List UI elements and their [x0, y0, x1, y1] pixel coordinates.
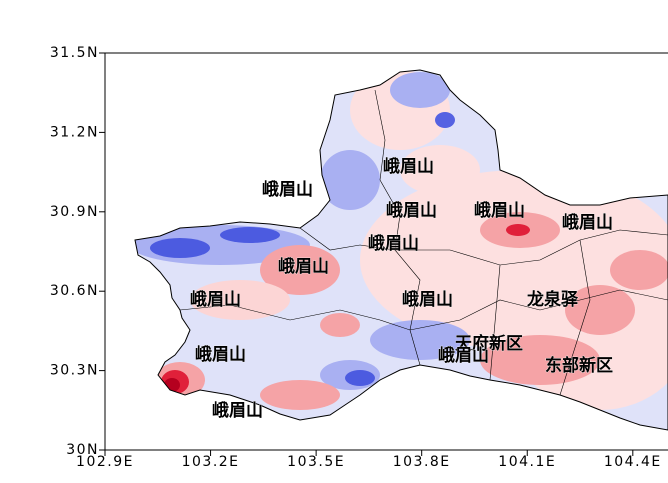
place-label: 峨眉山 [212, 401, 263, 421]
y-tick-label: 30.3N [50, 363, 99, 379]
y-tick-label: 30.6N [50, 283, 99, 299]
district-boundaries [179, 89, 668, 396]
y-tick-label: 30.9N [50, 204, 99, 220]
place-label: 峨眉山 [402, 290, 453, 310]
y-tick-label: 30N [66, 442, 99, 458]
x-tick-label: 103.2E [182, 454, 240, 470]
place-label: 峨眉山 [262, 180, 313, 200]
plot-frame [104, 52, 668, 451]
x-tick-label: 103.5E [287, 454, 345, 470]
place-label: 天府新区 [455, 333, 523, 354]
place-label: 东部新区 [545, 355, 613, 376]
x-tick-label: 102.9E [76, 454, 134, 470]
x-tick-label: 104.4E [604, 454, 662, 470]
place-label: 峨眉山 [368, 234, 419, 254]
place-label: 峨眉山 [278, 257, 329, 277]
x-tick-label: 103.8E [393, 454, 451, 470]
place-label: 峨眉山 [383, 157, 434, 177]
x-tick-label: 104.1E [498, 454, 556, 470]
place-label: 峨眉山 [562, 213, 613, 233]
place-label: 峨眉山 [438, 346, 489, 366]
y-tick-label: 31.2N [50, 124, 99, 140]
y-tick-label: 31.5N [50, 45, 99, 61]
place-label: 龙泉驿 [526, 289, 579, 310]
region-boundary [134, 69, 668, 431]
place-label: 峨眉山 [190, 290, 241, 310]
place-label: 峨眉山 [386, 201, 437, 221]
place-label: 峨眉山 [474, 201, 525, 221]
place-label: 峨眉山 [195, 345, 246, 365]
place-labels: 峨眉山 峨眉山 峨眉山 峨眉山 峨眉山 峨眉山 峨眉山 峨眉山 峨眉山 龙泉驿 … [190, 157, 614, 422]
